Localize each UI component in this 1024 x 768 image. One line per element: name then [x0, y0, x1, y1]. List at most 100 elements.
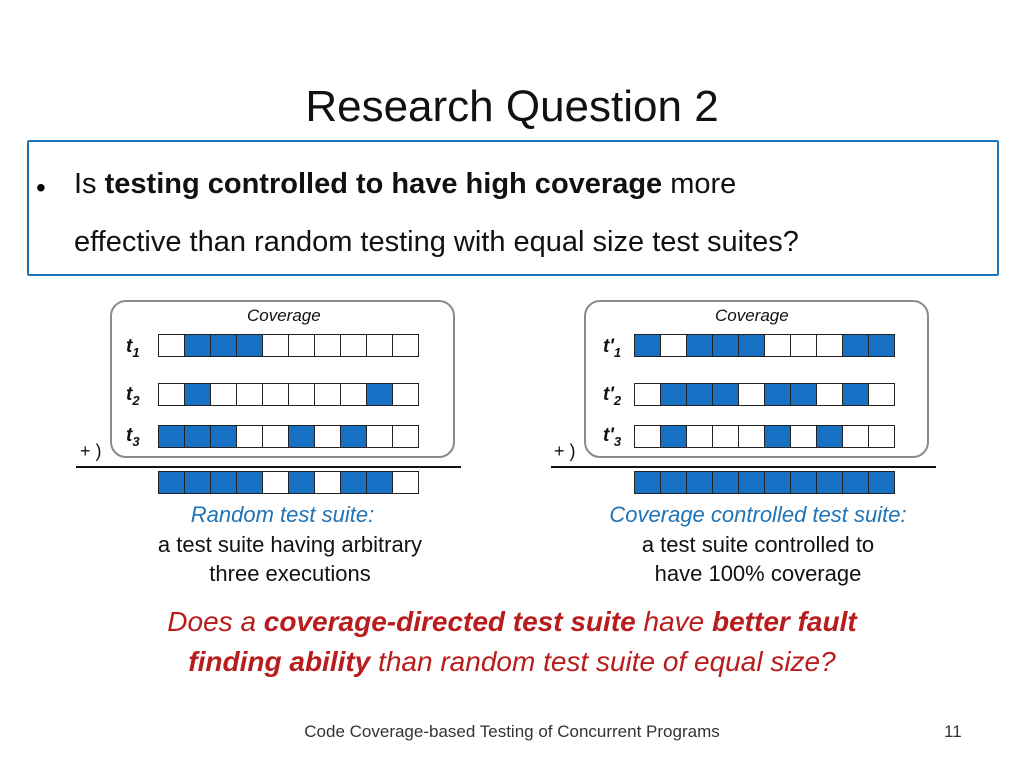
- coverage-cell-uncovered: [340, 383, 367, 406]
- left-row-label-3: t3: [126, 425, 140, 449]
- coverage-cell-uncovered: [738, 425, 765, 448]
- left-desc-line-1: a test suite having arbitrary: [157, 532, 423, 557]
- coverage-cell-uncovered: [816, 334, 843, 357]
- right-coverage-panel: [584, 300, 929, 458]
- right-cells-sum: [634, 471, 895, 494]
- coverage-cell-uncovered: [868, 425, 895, 448]
- coverage-cell-uncovered: [288, 383, 315, 406]
- coverage-cell-covered: [210, 471, 237, 494]
- coverage-cell-covered: [184, 471, 211, 494]
- bullet-text-bold: testing controlled to have high coverage: [104, 168, 663, 200]
- right-desc-line-1: a test suite controlled to: [641, 532, 875, 557]
- coverage-cell-uncovered: [816, 383, 843, 406]
- right-cells-row-3: [634, 425, 895, 448]
- coverage-cell-covered: [816, 425, 843, 448]
- coverage-cell-uncovered: [712, 425, 739, 448]
- right-plus-label: + ): [554, 441, 576, 461]
- right-suite-name: Coverage controlled test suite:: [609, 502, 907, 527]
- coverage-cell-uncovered: [738, 383, 765, 406]
- coverage-cell-covered: [184, 334, 211, 357]
- left-row-name-1: t: [126, 336, 133, 357]
- coverage-cell-covered: [764, 471, 791, 494]
- coverage-cell-uncovered: [262, 334, 289, 357]
- left-plus-label: + ): [80, 441, 102, 461]
- coverage-cell-covered: [712, 383, 739, 406]
- left-row-sub-3: 3: [132, 433, 140, 449]
- coverage-cell-uncovered: [158, 334, 185, 357]
- left-coverage-panel: [110, 300, 455, 458]
- coverage-cell-uncovered: [366, 334, 393, 357]
- right-row-sub-3: 3: [613, 433, 622, 449]
- left-row-label-1: t1: [126, 336, 140, 360]
- coverage-cell-covered: [868, 334, 895, 357]
- coverage-cell-covered: [184, 425, 211, 448]
- coverage-cell-uncovered: [314, 425, 341, 448]
- coverage-cell-covered: [634, 334, 661, 357]
- coverage-cell-covered: [184, 383, 211, 406]
- coverage-cell-covered: [790, 471, 817, 494]
- coverage-cell-covered: [738, 334, 765, 357]
- slide-title: Research Question 2: [305, 82, 719, 131]
- left-row-name-3: t: [126, 425, 133, 446]
- left-row-sub-2: 2: [132, 392, 140, 408]
- bullet-text-post: more: [662, 168, 737, 200]
- right-coverage-label: Coverage: [715, 306, 789, 325]
- coverage-cell-uncovered: [236, 425, 263, 448]
- coverage-cell-uncovered: [262, 471, 289, 494]
- coverage-cell-uncovered: [158, 383, 185, 406]
- coverage-cell-uncovered: [236, 383, 263, 406]
- coverage-cell-uncovered: [868, 383, 895, 406]
- right-row-sub-1: 1: [613, 344, 622, 360]
- right-suite-desc: a test suite controlled to have 100% cov…: [578, 530, 938, 588]
- right-row-label-1: t'1: [603, 336, 621, 360]
- coverage-cell-covered: [366, 471, 393, 494]
- coverage-cell-covered: [686, 471, 713, 494]
- left-desc-line-2: three executions: [209, 561, 371, 586]
- coverage-cell-covered: [686, 383, 713, 406]
- coverage-cell-covered: [738, 471, 765, 494]
- coverage-cell-covered: [288, 425, 315, 448]
- question-bold-3: finding ability: [188, 646, 371, 677]
- coverage-cell-covered: [634, 471, 661, 494]
- coverage-cell-uncovered: [660, 334, 687, 357]
- right-row-name-3: t': [603, 425, 614, 446]
- coverage-cell-covered: [868, 471, 895, 494]
- coverage-cell-uncovered: [366, 425, 393, 448]
- right-row-name-2: t': [603, 384, 614, 405]
- left-cells-row-1: [158, 334, 419, 357]
- left-cells-sum: [158, 471, 419, 494]
- page-number: 11: [944, 722, 962, 741]
- left-row-label-2: t2: [126, 384, 140, 408]
- coverage-cell-covered: [288, 471, 315, 494]
- coverage-cell-covered: [842, 383, 869, 406]
- coverage-cell-covered: [712, 334, 739, 357]
- right-row-label-3: t'3: [603, 425, 621, 449]
- coverage-cell-uncovered: [634, 425, 661, 448]
- right-cells-row-2: [634, 383, 895, 406]
- coverage-cell-uncovered: [842, 425, 869, 448]
- coverage-cell-uncovered: [392, 383, 419, 406]
- coverage-cell-uncovered: [392, 425, 419, 448]
- question-text-2: have: [635, 606, 712, 637]
- coverage-cell-covered: [158, 425, 185, 448]
- question-text-1: Does a: [167, 606, 264, 637]
- right-row-name-1: t': [603, 336, 614, 357]
- left-coverage-label: Coverage: [247, 306, 321, 325]
- bullet-line-2: effective than random testing with equal…: [74, 226, 799, 258]
- coverage-cell-covered: [660, 425, 687, 448]
- coverage-cell-covered: [660, 383, 687, 406]
- coverage-cell-covered: [236, 471, 263, 494]
- question-bold-2: better fault: [712, 606, 857, 637]
- left-cells-row-3: [158, 425, 419, 448]
- coverage-cell-uncovered: [790, 334, 817, 357]
- coverage-cell-uncovered: [314, 334, 341, 357]
- right-desc-line-2: have 100% coverage: [654, 561, 862, 586]
- coverage-cell-covered: [210, 334, 237, 357]
- coverage-cell-covered: [712, 471, 739, 494]
- right-row-sub-2: 2: [613, 392, 622, 408]
- left-suite-desc: a test suite having arbitrary three exec…: [110, 530, 470, 588]
- coverage-cell-covered: [842, 471, 869, 494]
- coverage-cell-uncovered: [210, 383, 237, 406]
- coverage-cell-covered: [686, 334, 713, 357]
- coverage-cell-uncovered: [314, 383, 341, 406]
